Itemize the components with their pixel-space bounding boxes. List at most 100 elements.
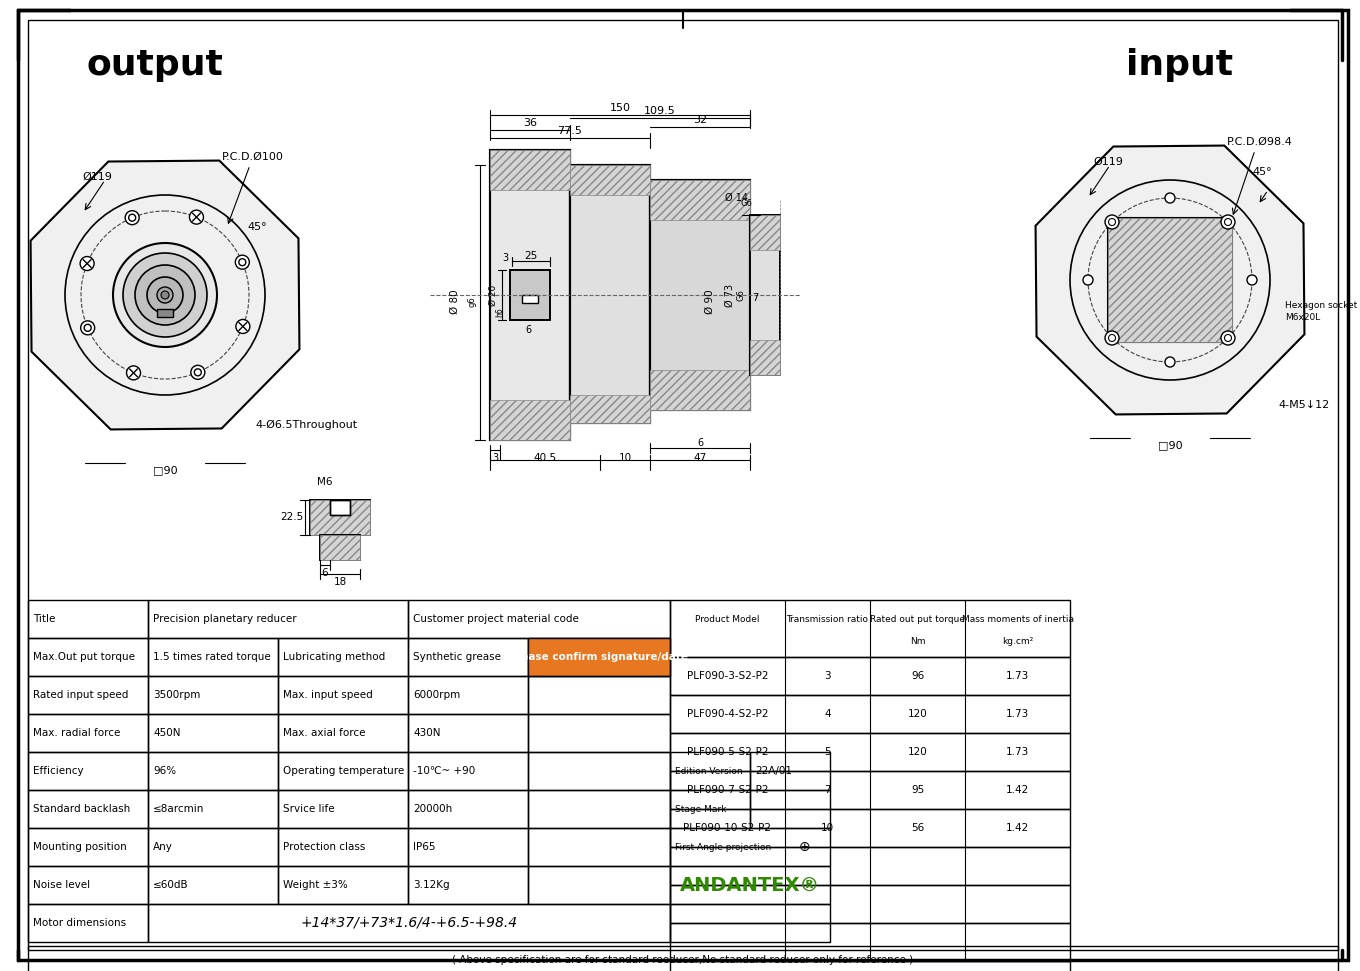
Circle shape xyxy=(1106,215,1119,229)
Text: ⊕: ⊕ xyxy=(800,840,811,854)
Bar xyxy=(277,714,408,752)
Text: PLF090-4-S2-P2: PLF090-4-S2-P2 xyxy=(687,709,768,719)
Text: 120: 120 xyxy=(907,709,928,719)
Bar xyxy=(408,714,528,752)
Bar xyxy=(148,714,277,752)
Bar xyxy=(330,500,350,515)
Text: M6: M6 xyxy=(317,477,333,487)
Text: Rated input speed: Rated input speed xyxy=(33,690,128,700)
Text: 22.5: 22.5 xyxy=(280,512,303,522)
Text: Any: Any xyxy=(152,842,173,852)
Circle shape xyxy=(147,277,184,313)
Text: 6: 6 xyxy=(525,325,530,335)
Text: Transmission ratio: Transmission ratio xyxy=(786,615,869,623)
Bar xyxy=(29,752,148,790)
Text: PLF090-10-S2-P2: PLF090-10-S2-P2 xyxy=(684,823,771,833)
Text: G6: G6 xyxy=(737,289,745,301)
Bar xyxy=(148,638,277,676)
Text: ≤8arcmin: ≤8arcmin xyxy=(152,804,204,814)
Bar xyxy=(29,904,148,942)
Text: P.C.D.Ø98.4: P.C.D.Ø98.4 xyxy=(1227,137,1293,147)
Bar xyxy=(148,904,670,942)
Bar xyxy=(510,270,549,320)
Bar xyxy=(156,309,173,317)
Text: 1.73: 1.73 xyxy=(1006,709,1030,719)
Bar xyxy=(29,790,148,828)
Bar xyxy=(310,500,370,535)
Bar xyxy=(408,638,528,676)
Text: 120: 120 xyxy=(907,747,928,757)
Bar xyxy=(277,752,408,790)
Bar xyxy=(528,714,670,752)
Text: 430N: 430N xyxy=(413,728,441,738)
Bar xyxy=(29,714,148,752)
Text: ( Above specification are for standard reeducer,No standard reducer only for ref: ( Above specification are for standard r… xyxy=(453,955,914,965)
Text: PLF090-7-S2-P2: PLF090-7-S2-P2 xyxy=(687,785,768,795)
Bar xyxy=(320,535,360,560)
Text: 10: 10 xyxy=(821,823,834,833)
Bar xyxy=(650,370,749,410)
Text: 96: 96 xyxy=(911,671,925,681)
Circle shape xyxy=(126,366,140,380)
Circle shape xyxy=(122,253,207,337)
Polygon shape xyxy=(1035,146,1304,415)
Text: □90: □90 xyxy=(1157,440,1182,450)
Text: Mass moments of inertia: Mass moments of inertia xyxy=(962,615,1073,623)
Bar xyxy=(408,676,528,714)
Text: 7: 7 xyxy=(752,293,758,303)
Text: Ø 90: Ø 90 xyxy=(704,289,715,315)
Bar xyxy=(277,638,408,676)
Circle shape xyxy=(160,291,169,299)
Text: 77.5: 77.5 xyxy=(558,126,582,136)
Text: h6: h6 xyxy=(495,307,505,317)
Text: 450N: 450N xyxy=(152,728,181,738)
Text: First Angle projection: First Angle projection xyxy=(675,843,771,852)
Text: Noise level: Noise level xyxy=(33,880,90,890)
Circle shape xyxy=(1106,331,1119,345)
Text: 96%: 96% xyxy=(152,766,177,776)
Bar xyxy=(749,790,830,828)
Text: Lubricating method: Lubricating method xyxy=(283,652,385,662)
Circle shape xyxy=(80,256,94,271)
Circle shape xyxy=(1221,215,1235,229)
Text: 4: 4 xyxy=(824,709,831,719)
Text: 4-Ø6.5Throughout: 4-Ø6.5Throughout xyxy=(256,419,358,430)
Text: 56: 56 xyxy=(911,823,925,833)
Text: 45°: 45° xyxy=(248,222,267,232)
Bar xyxy=(670,847,1070,885)
Circle shape xyxy=(1134,244,1206,316)
Bar xyxy=(490,400,570,440)
Bar xyxy=(29,676,148,714)
Bar xyxy=(29,600,148,638)
Bar xyxy=(277,676,408,714)
Text: Ø 20: Ø 20 xyxy=(488,285,498,306)
Text: 5: 5 xyxy=(824,747,831,757)
Bar xyxy=(29,946,1338,971)
Text: 7: 7 xyxy=(824,785,831,795)
Text: ∔14*37/∔73*1.6/4-∔6.5-∔98.4: ∔14*37/∔73*1.6/4-∔6.5-∔98.4 xyxy=(301,916,518,930)
Bar xyxy=(670,904,830,942)
Circle shape xyxy=(113,243,218,347)
Bar xyxy=(528,828,670,866)
Circle shape xyxy=(1221,331,1235,345)
Circle shape xyxy=(80,320,95,335)
Bar xyxy=(29,866,148,904)
Text: 20000h: 20000h xyxy=(413,804,453,814)
Bar xyxy=(749,752,830,790)
Bar xyxy=(528,866,670,904)
Bar xyxy=(670,961,1070,971)
Bar xyxy=(749,215,781,375)
Bar xyxy=(528,638,670,676)
Text: 4-M5↓12: 4-M5↓12 xyxy=(1278,400,1329,410)
Text: Motor dimensions: Motor dimensions xyxy=(33,918,126,928)
Bar xyxy=(528,790,670,828)
Text: output: output xyxy=(87,48,223,82)
Circle shape xyxy=(190,365,205,380)
Bar xyxy=(528,676,670,714)
Bar xyxy=(490,150,570,440)
Bar xyxy=(408,866,528,904)
Text: Nm: Nm xyxy=(910,637,925,647)
Bar xyxy=(490,150,570,440)
Bar xyxy=(749,215,781,250)
Bar xyxy=(670,771,1070,809)
